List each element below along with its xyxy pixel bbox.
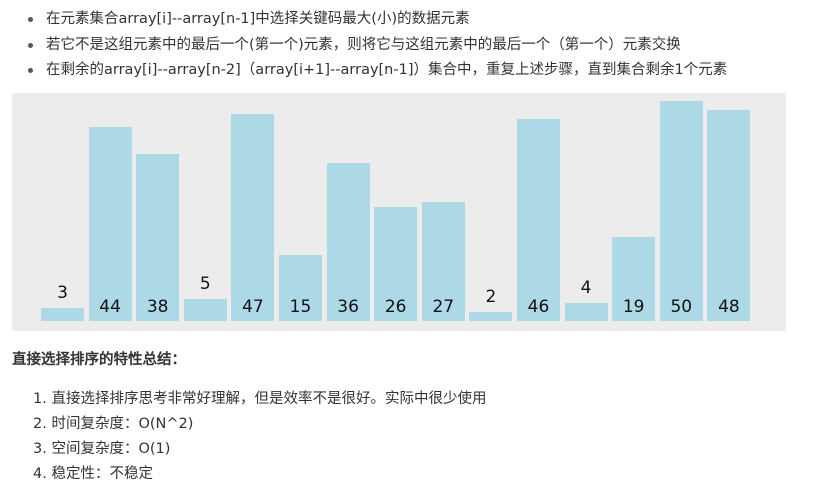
bar xyxy=(707,109,751,321)
bullet-text: 在元素集合array[i]--array[n-1]中选择关键码最大(小)的数据元… xyxy=(46,11,470,27)
bar xyxy=(279,255,322,321)
bar xyxy=(517,118,560,321)
bar xyxy=(231,114,275,321)
bullet-dot-icon xyxy=(28,68,33,73)
selection-sort-visualization: 3 44 38 5 47 15 36 26 27 2 46 4 19 50 48 xyxy=(12,93,786,331)
bar-value-label: 44 xyxy=(99,297,121,317)
bar xyxy=(421,202,465,321)
bar xyxy=(659,101,703,321)
summary-item: 2. 时间复杂度：O(N^2) xyxy=(33,416,194,432)
bar-value-label: 15 xyxy=(289,297,312,317)
bar-value-label: 47 xyxy=(242,297,264,317)
bar-value-label: 48 xyxy=(718,297,740,317)
bar-value-label: 2 xyxy=(485,287,497,308)
bar-value-label: 50 xyxy=(670,297,693,317)
summary-title: 直接选择排序的特性总结： xyxy=(12,352,186,368)
bar-value-label: 4 xyxy=(580,278,592,299)
summary-item: 3. 空间复杂度：O(1) xyxy=(33,441,171,457)
bullet-text: 若它不是这组元素中的最后一个(第一个)元素，则将它与这组元素中的最后一个（第一个… xyxy=(46,37,681,53)
bullet-dot-icon xyxy=(28,17,33,22)
bar xyxy=(469,312,513,321)
bar-value-label: 26 xyxy=(384,297,407,317)
bar xyxy=(183,299,227,321)
bar-value-label: 19 xyxy=(622,297,645,317)
bar-value-label: 27 xyxy=(432,297,455,317)
bar-value-label: 38 xyxy=(146,297,169,317)
bar-value-label: 46 xyxy=(527,297,550,317)
bullet-dot-icon xyxy=(28,43,33,48)
summary-item: 4. 稳定性：不稳定 xyxy=(33,466,153,482)
bar-value-label: 3 xyxy=(57,282,68,303)
summary-item: 1. 直接选择排序思考非常好理解，但是效率不是很好。实际中很少使用 xyxy=(33,391,487,407)
bullet-text: 在剩余的array[i]--array[n-2]（array[i+1]--arr… xyxy=(46,62,728,78)
bar xyxy=(326,162,370,321)
bar xyxy=(41,307,84,321)
bar xyxy=(564,303,608,321)
bar xyxy=(374,206,418,321)
bar-value-label: 36 xyxy=(337,297,359,317)
bar xyxy=(612,237,656,321)
bar xyxy=(88,127,132,321)
bar xyxy=(136,153,180,321)
bar-value-label: 5 xyxy=(199,274,211,294)
